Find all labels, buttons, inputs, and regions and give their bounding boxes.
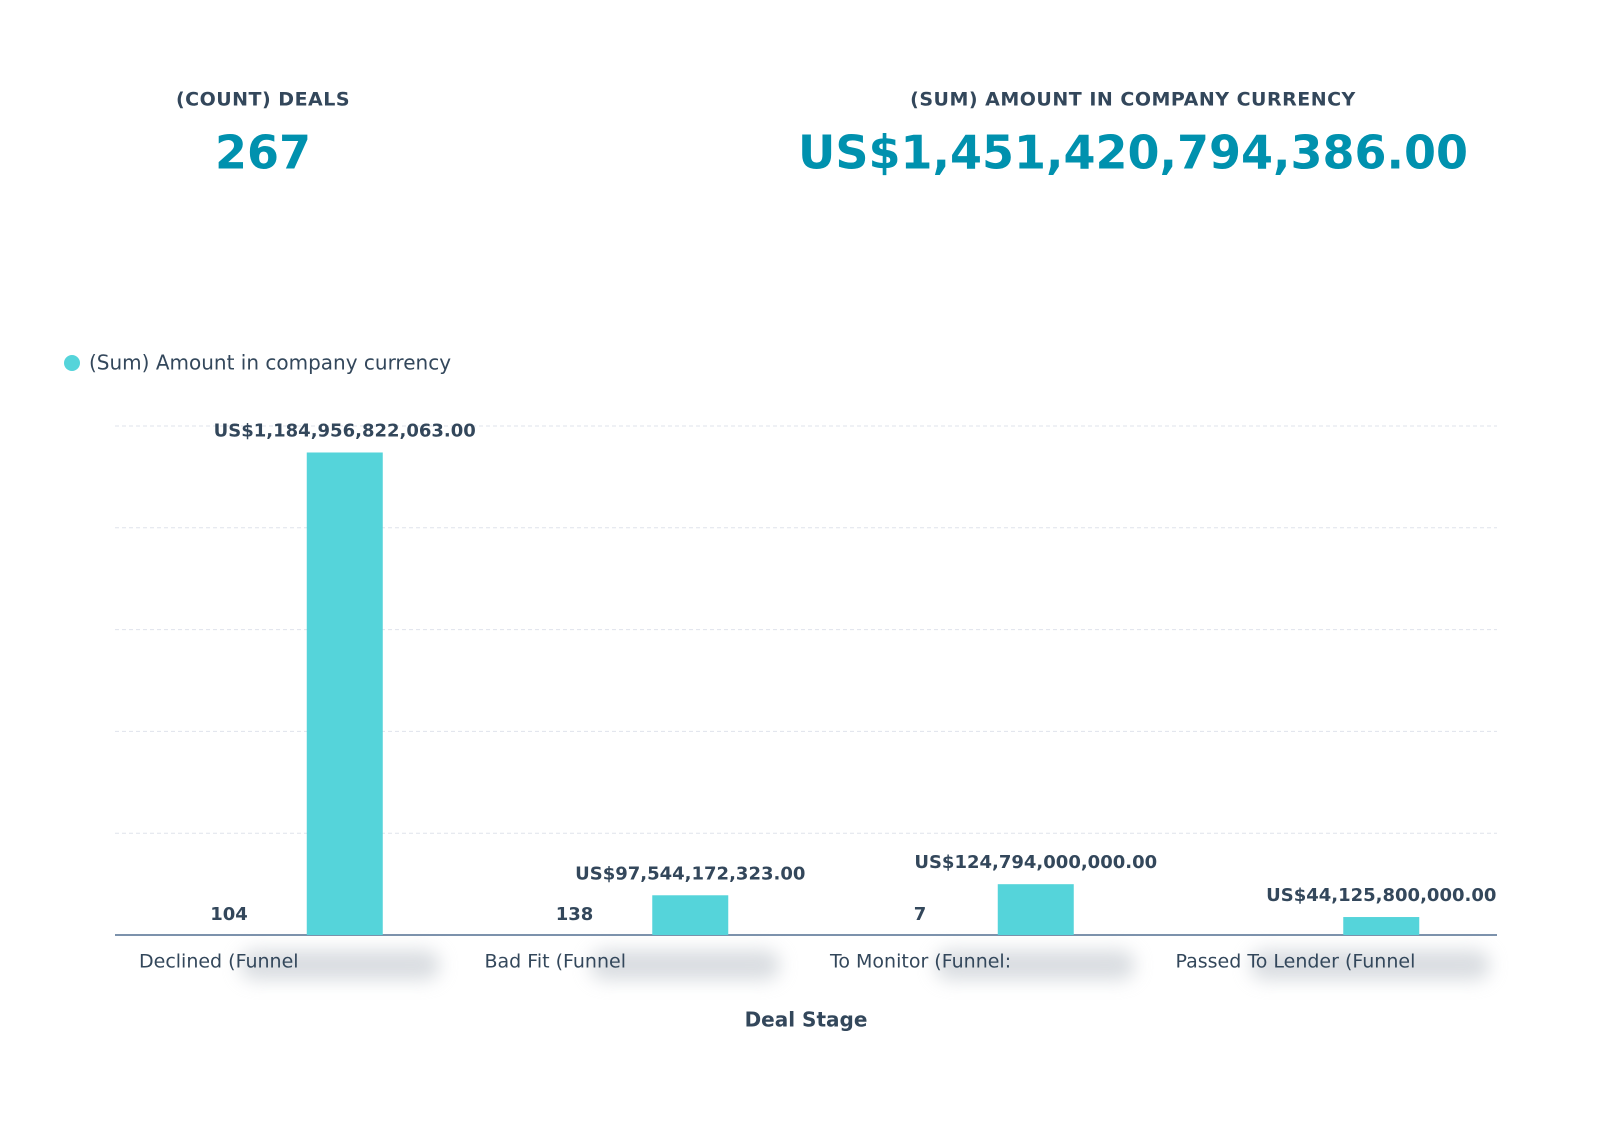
bar [306,452,383,935]
legend-swatch [64,355,80,371]
data-label: 7 [914,904,927,925]
kpi-value: US$1,451,420,794,386.00 [798,126,1468,180]
legend-label[interactable]: (Sum) Amount in company currency [89,351,451,375]
x-axis-title: Deal Stage [745,1008,868,1032]
bar [997,884,1074,935]
kpi-value: 267 [215,126,311,180]
data-label: US$44,125,800,000.00 [1266,885,1496,906]
data-label: US$124,794,000,000.00 [914,852,1157,873]
data-label: US$1,184,956,822,063.00 [214,420,476,441]
x-tick-label: Passed To Lender (Funnel [1176,951,1416,973]
data-label: US$97,544,172,323.00 [575,863,805,884]
x-tick-label: Bad Fit (Funnel [485,951,627,973]
bar [1343,917,1420,935]
x-tick-label: Declined (Funnel [139,951,299,973]
kpi-label: (COUNT) DEALS [176,89,350,111]
data-label: 104 [210,904,248,925]
bar [652,895,729,935]
x-tick-label: To Monitor (Funnel: [829,951,1011,973]
blurred-text [240,950,1490,980]
kpi-label: (SUM) AMOUNT IN COMPANY CURRENCY [910,89,1356,111]
data-label: 138 [556,904,594,925]
